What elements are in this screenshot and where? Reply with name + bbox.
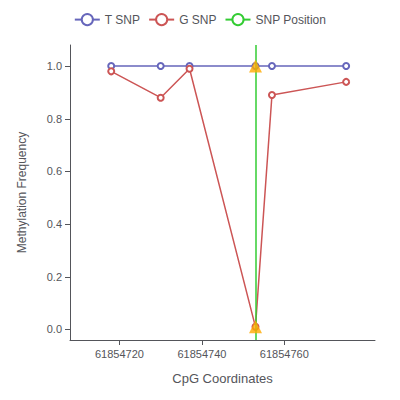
svg-text:61854760: 61854760 bbox=[260, 348, 309, 360]
svg-text:Methylation Frequency: Methylation Frequency bbox=[15, 132, 29, 253]
svg-text:1.0: 1.0 bbox=[47, 60, 62, 72]
svg-text:0.2: 0.2 bbox=[47, 271, 62, 283]
svg-text:0.6: 0.6 bbox=[47, 165, 62, 177]
svg-text:SNP Position: SNP Position bbox=[255, 13, 325, 27]
svg-text:61854740: 61854740 bbox=[177, 348, 226, 360]
svg-text:61854720: 61854720 bbox=[95, 348, 144, 360]
svg-text:0.0: 0.0 bbox=[47, 323, 62, 335]
svg-text:0.4: 0.4 bbox=[47, 218, 62, 230]
svg-text:G SNP: G SNP bbox=[179, 13, 216, 27]
svg-text:T SNP: T SNP bbox=[105, 13, 140, 27]
svg-text:CpG Coordinates: CpG Coordinates bbox=[172, 371, 273, 386]
svg-text:0.8: 0.8 bbox=[47, 113, 62, 125]
